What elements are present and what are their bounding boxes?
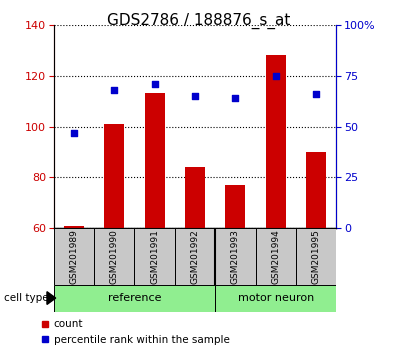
Bar: [64, 226, 84, 354]
Text: motor neuron: motor neuron: [238, 293, 314, 303]
Bar: [256, 228, 296, 285]
Point: [192, 93, 198, 99]
Bar: [215, 285, 336, 312]
Bar: [296, 228, 336, 285]
Bar: [54, 228, 94, 285]
Text: cell type: cell type: [4, 293, 49, 303]
Text: GSM201992: GSM201992: [191, 229, 199, 284]
Point: [111, 87, 117, 93]
Bar: [175, 228, 215, 285]
Legend: count, percentile rank within the sample: count, percentile rank within the sample: [37, 315, 234, 349]
Text: GSM201991: GSM201991: [150, 229, 159, 284]
Bar: [306, 152, 326, 354]
Text: GSM201989: GSM201989: [69, 229, 78, 284]
Text: GSM201995: GSM201995: [312, 229, 321, 284]
Text: GSM201994: GSM201994: [271, 229, 280, 284]
Point: [71, 130, 77, 136]
Text: GSM201993: GSM201993: [231, 229, 240, 284]
Bar: [215, 228, 256, 285]
Text: reference: reference: [108, 293, 161, 303]
Bar: [94, 228, 135, 285]
Bar: [144, 93, 165, 354]
Bar: [225, 185, 246, 354]
Point: [152, 81, 158, 87]
Point: [273, 73, 279, 79]
Bar: [135, 228, 175, 285]
Bar: [185, 167, 205, 354]
Text: GDS2786 / 188876_s_at: GDS2786 / 188876_s_at: [107, 12, 291, 29]
Bar: [265, 55, 286, 354]
Point: [313, 91, 319, 97]
Text: GSM201990: GSM201990: [110, 229, 119, 284]
Bar: [104, 124, 124, 354]
Point: [232, 95, 238, 101]
Bar: [54, 285, 215, 312]
